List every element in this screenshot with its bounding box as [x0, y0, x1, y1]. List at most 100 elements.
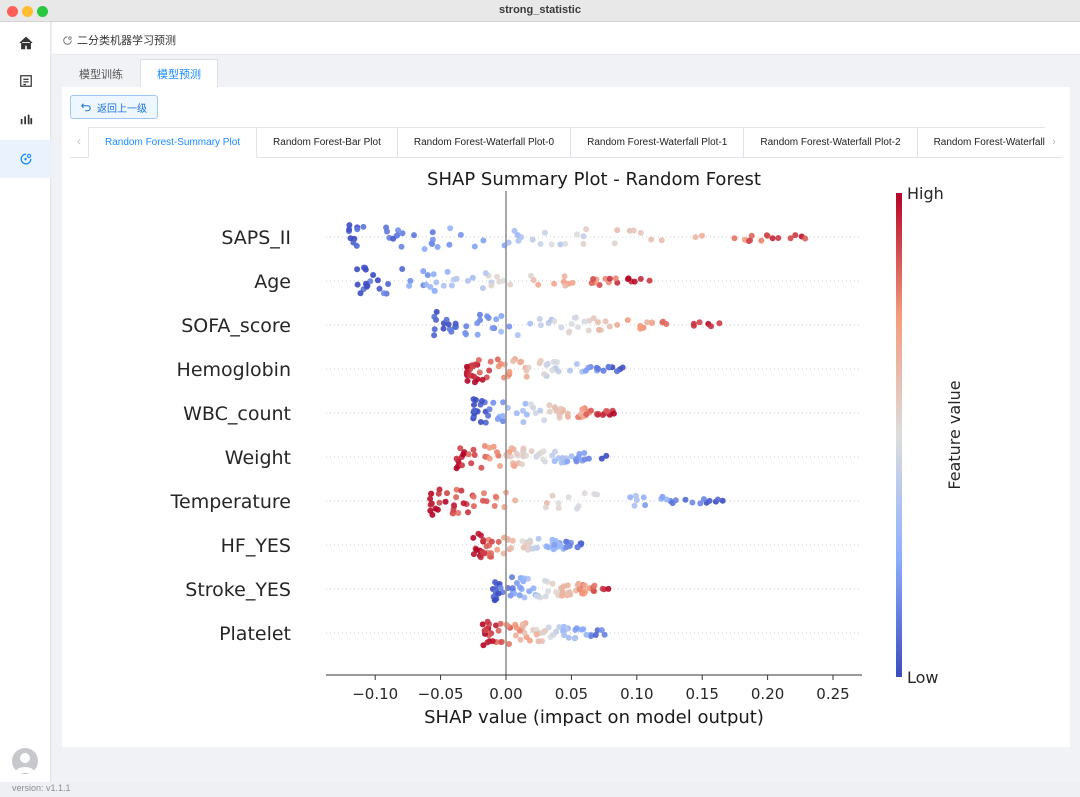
- shap-point: [567, 367, 574, 374]
- shap-point: [530, 277, 537, 284]
- shap-point: [360, 223, 367, 230]
- sidebar-item-home[interactable]: [0, 24, 51, 62]
- shap-point: [588, 407, 594, 414]
- back-button[interactable]: 返回上一级: [70, 95, 158, 119]
- shap-point: [631, 278, 638, 285]
- shap-point: [474, 331, 481, 338]
- sidebar-item-statistics[interactable]: [0, 100, 51, 138]
- tab-waterfall-3[interactable]: Random Forest-Waterfall Plot-3: [917, 127, 1045, 158]
- shap-point: [486, 406, 493, 413]
- shap-point: [614, 368, 620, 375]
- shap-point: [700, 496, 707, 503]
- minimize-window-button[interactable]: [22, 6, 33, 17]
- avatar[interactable]: [12, 748, 38, 774]
- shap-point: [434, 244, 441, 250]
- top-bar: 二分类机器学习预测: [52, 22, 1080, 55]
- tab-model-training[interactable]: 模型训练: [79, 69, 123, 81]
- shap-point: [763, 232, 770, 239]
- shap-point: [384, 228, 390, 235]
- x-tick-label: 0.20: [751, 685, 784, 703]
- shap-point: [529, 236, 536, 243]
- feature-label: Platelet: [219, 623, 291, 645]
- tab-waterfall-1[interactable]: Random Forest-Waterfall Plot-1: [571, 127, 745, 158]
- shap-point: [398, 243, 405, 250]
- tab-model-prediction[interactable]: 模型预测: [140, 59, 218, 89]
- document-icon: [19, 75, 32, 87]
- shap-chart-svg: SHAP Summary Plot - Random Forest SAPS_I…: [170, 169, 964, 726]
- shap-point: [692, 234, 699, 241]
- shap-point: [564, 543, 571, 550]
- shap-point: [557, 241, 564, 248]
- close-window-button[interactable]: [7, 6, 18, 17]
- shap-point: [354, 281, 361, 288]
- shap-point: [572, 634, 579, 641]
- shap-point: [519, 461, 525, 468]
- feature-label: Stroke_YES: [185, 579, 291, 601]
- shap-point: [513, 624, 520, 631]
- shap-point: [508, 545, 515, 551]
- shap-point: [427, 495, 434, 502]
- shap-point: [367, 278, 374, 285]
- tab-waterfall-0[interactable]: Random Forest-Waterfall Plot-0: [397, 127, 572, 158]
- shap-point: [458, 487, 465, 494]
- shap-point: [505, 239, 512, 246]
- tab-summary-plot[interactable]: Random Forest-Summary Plot: [88, 127, 258, 158]
- tabs-scroll-left-icon[interactable]: ‹: [77, 136, 81, 148]
- shap-point: [581, 318, 588, 325]
- shap-point: [474, 320, 481, 327]
- shap-point: [583, 411, 590, 418]
- shap-point: [479, 621, 486, 628]
- shap-point: [497, 620, 504, 627]
- shap-point: [792, 232, 799, 239]
- shap-point: [583, 226, 590, 233]
- shap-point: [353, 242, 360, 249]
- shap-point: [649, 319, 655, 326]
- shap-point: [471, 243, 478, 250]
- x-tick-label: 0.10: [620, 685, 653, 703]
- shap-point: [533, 631, 540, 638]
- shap-point: [420, 268, 427, 275]
- shap-point: [478, 464, 485, 471]
- shap-point: [407, 277, 414, 284]
- shap-point: [480, 642, 487, 649]
- tab-waterfall-2[interactable]: Random Forest-Waterfall Plot-2: [744, 127, 918, 158]
- shap-point: [551, 458, 558, 465]
- shap-point: [468, 460, 475, 467]
- shap-point: [731, 235, 738, 242]
- shap-point: [522, 400, 529, 407]
- shap-point: [399, 230, 406, 237]
- shap-point: [510, 446, 517, 453]
- tab-bar-plot[interactable]: Random Forest-Bar Plot: [257, 127, 398, 158]
- shap-point: [513, 410, 520, 417]
- tabs-scroll-right-icon[interactable]: ›: [1052, 136, 1056, 148]
- shap-point: [354, 226, 361, 233]
- shap-point: [520, 419, 527, 426]
- shap-point: [619, 364, 626, 371]
- shap-point: [748, 232, 755, 239]
- shap-point: [518, 234, 525, 241]
- shap-point: [594, 411, 601, 418]
- sidebar-item-document[interactable]: [0, 62, 51, 100]
- shap-point: [498, 313, 505, 319]
- shap-point: [637, 275, 644, 282]
- plot-tabs: ‹ Random Forest-Summary Plot Random Fore…: [70, 127, 1062, 158]
- sidebar-item-ml-predict[interactable]: [0, 140, 51, 178]
- shap-point: [427, 501, 434, 508]
- shap-point: [429, 241, 436, 247]
- shap-point: [566, 329, 572, 336]
- shap-point: [537, 241, 544, 247]
- shap-point: [436, 499, 443, 506]
- shap-point: [435, 490, 442, 497]
- shap-point: [519, 538, 526, 545]
- x-axis-label: SHAP value (impact on model output): [424, 707, 764, 726]
- shap-point: [496, 278, 503, 285]
- shap-point: [486, 455, 493, 462]
- shap-point: [500, 418, 506, 425]
- maximize-window-button[interactable]: [37, 6, 48, 17]
- shap-point: [612, 275, 619, 282]
- shap-point: [390, 235, 397, 242]
- shap-point: [565, 413, 571, 420]
- shap-point: [465, 451, 472, 458]
- feature-label: SOFA_score: [181, 315, 291, 337]
